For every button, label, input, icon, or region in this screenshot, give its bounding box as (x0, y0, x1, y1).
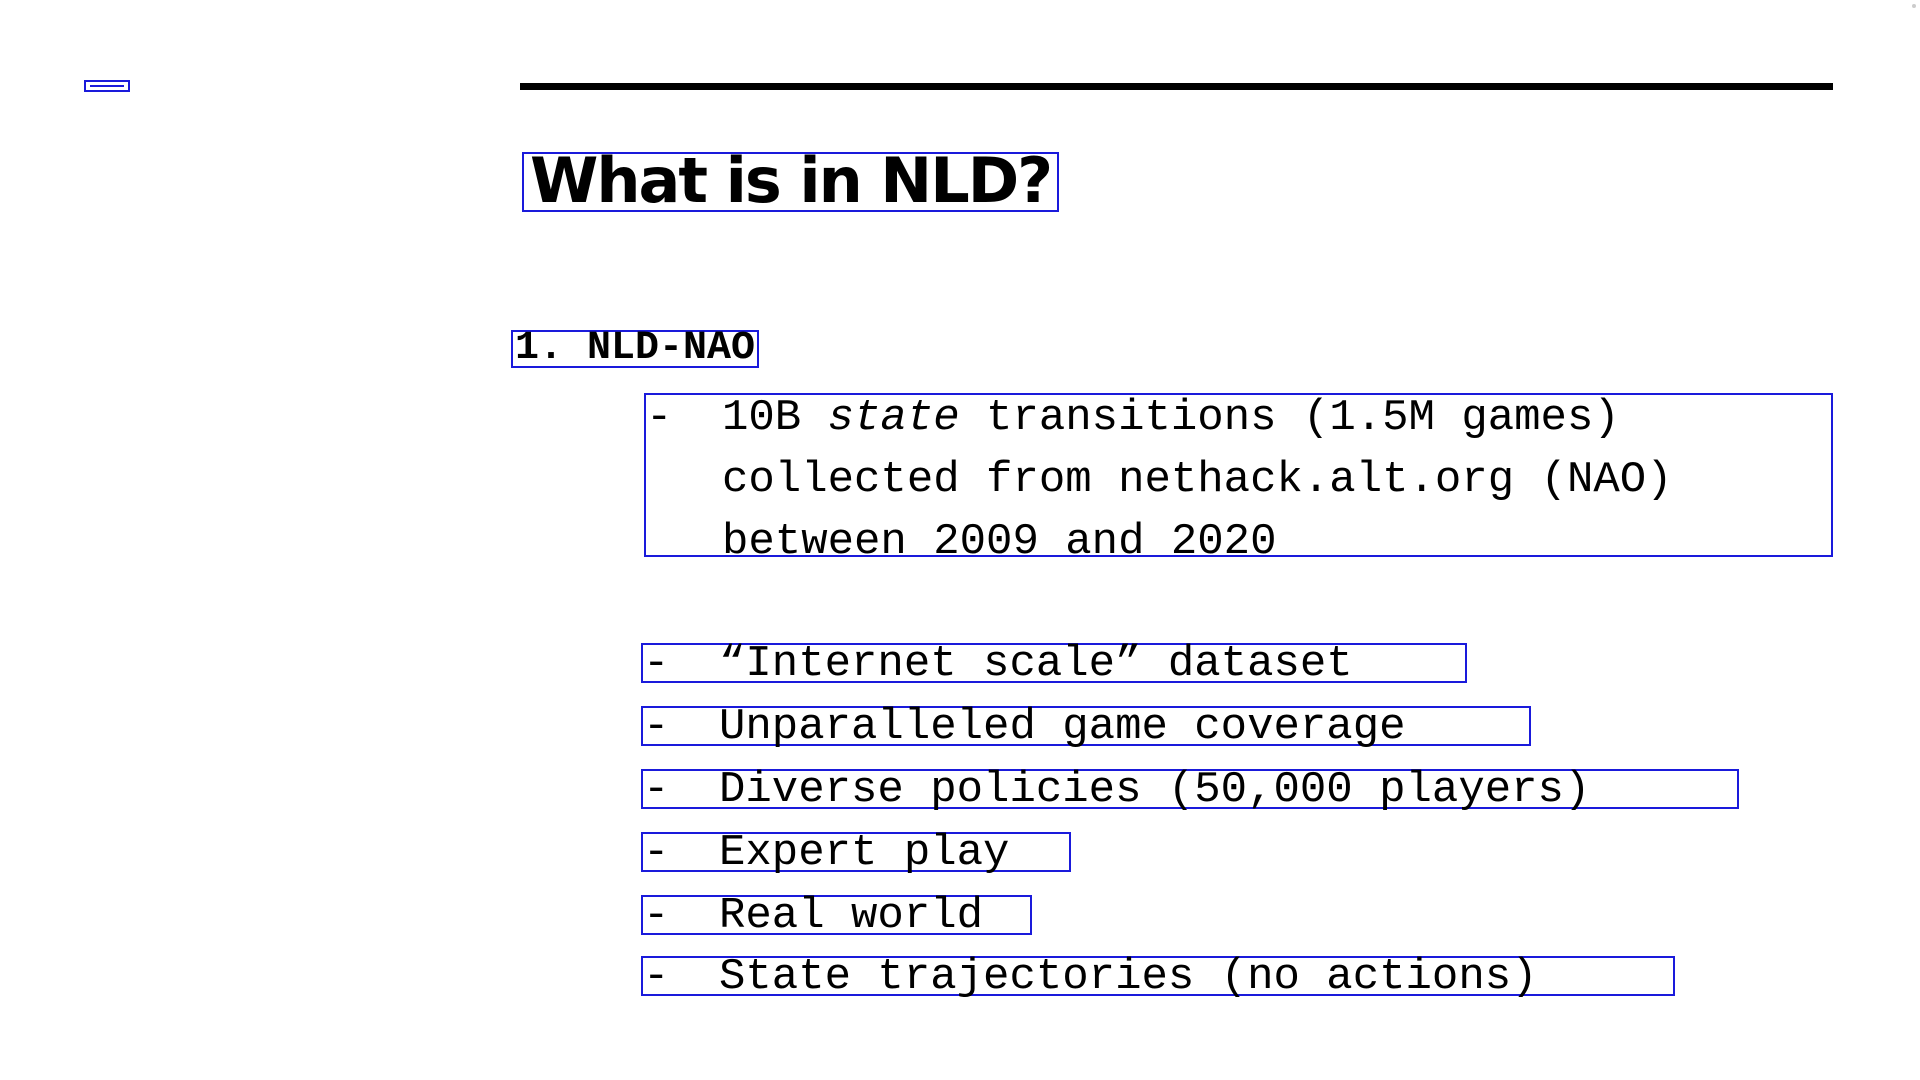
bullet-dash: - (643, 639, 670, 689)
slide-title: What is in NLD? (522, 150, 1060, 212)
bullet-text: Real world (719, 891, 984, 941)
bullet-text: Diverse policies (50,000 players) (719, 765, 1591, 815)
bullet-dash: - (643, 891, 670, 941)
bullet-text: “Internet scale” dataset (719, 639, 1353, 689)
bullet-text: State trajectories (no actions) (719, 952, 1538, 1002)
bullet-dash: - (643, 828, 670, 878)
bullet-dash: - (643, 765, 670, 815)
bullet-item-expert-play: - Expert play (641, 828, 1071, 878)
bullet-item-diverse-policies: - Diverse policies (50,000 players) (641, 765, 1739, 815)
top-rule-divider (520, 83, 1833, 90)
bullet-item-game-coverage: - Unparalleled game coverage (641, 702, 1531, 752)
bullet-dash: - (643, 952, 670, 1002)
bullet-dash: - (646, 393, 673, 443)
bullet-prefix: 10B (722, 393, 828, 443)
section-heading: 1. NLD-NAO (511, 329, 760, 369)
bullet-item-real-world: - Real world (641, 891, 1032, 941)
corner-marker (84, 80, 130, 92)
bullet-text: 10B state transitions (1.5M games) colle… (722, 387, 1673, 573)
bullet-item-internet-scale: - “Internet scale” dataset (641, 639, 1467, 689)
corner-dot (1912, 4, 1916, 8)
bullet-item-state-trajectories: - State trajectories (no actions) (641, 952, 1675, 1002)
bullet-text: Unparalleled game coverage (719, 702, 1406, 752)
bullet-text: Expert play (719, 828, 1010, 878)
bullet-emphasis: state (827, 393, 960, 443)
bullet-item-transitions: - 10B state transitions (1.5M games) col… (644, 393, 1833, 567)
bullet-rest: transitions (1.5M games) collected from … (722, 393, 1673, 567)
bullet-dash: - (643, 702, 670, 752)
